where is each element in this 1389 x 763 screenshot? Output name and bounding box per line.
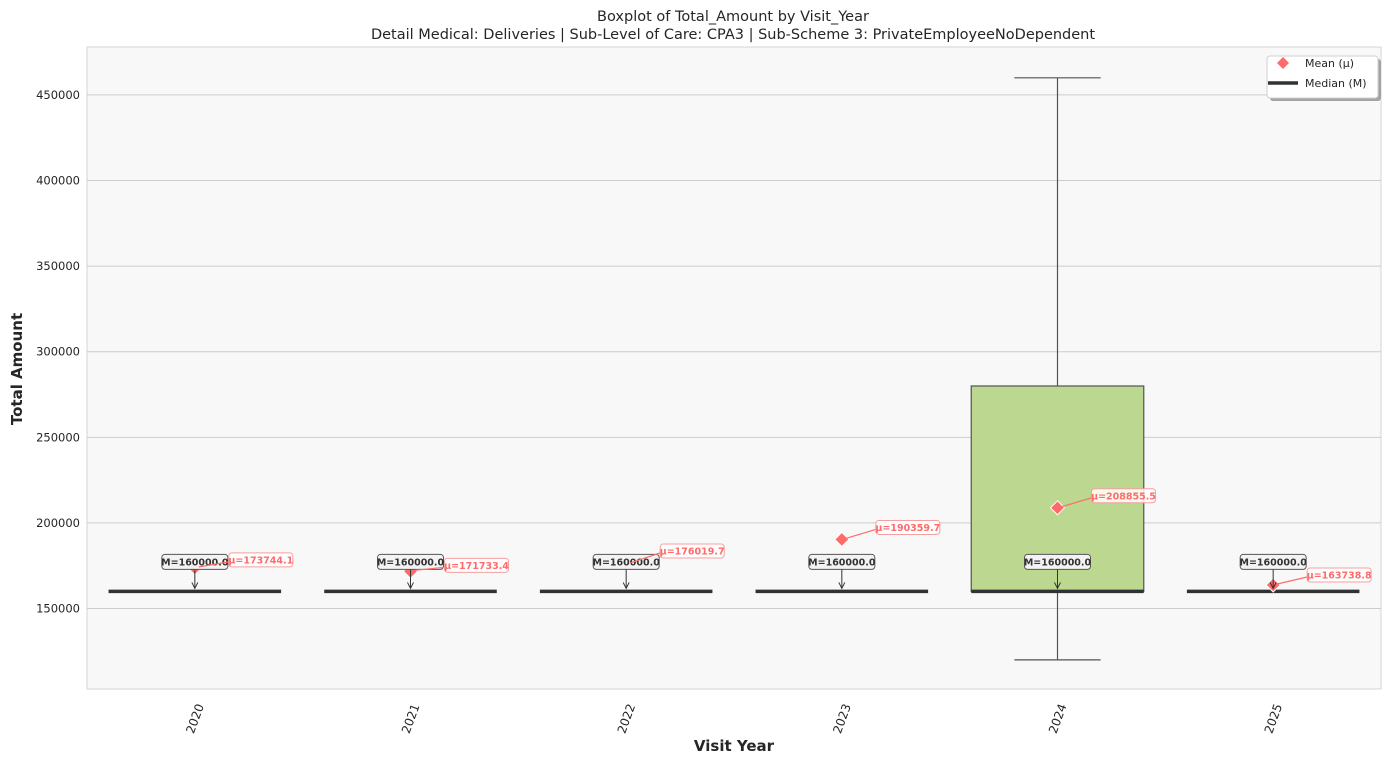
- plot-area: [86, 46, 1382, 690]
- x-tick-label: 2020: [183, 702, 207, 735]
- mean-annotation: μ=171733.4: [414, 557, 509, 573]
- mean-arrow: [1061, 497, 1092, 508]
- mean-annotation: μ=208855.5: [1061, 488, 1156, 508]
- mean-label-box: [228, 552, 294, 568]
- x-tick-label: 2023: [830, 702, 854, 735]
- mean-arrow: [1277, 576, 1308, 585]
- median-annotation: M=160000.0: [1239, 553, 1308, 590]
- y-tick-label: 450000: [36, 88, 80, 102]
- median-arrowhead: [407, 582, 414, 590]
- y-tick-label: 150000: [36, 602, 80, 616]
- mean-annotation: μ=176019.7: [629, 543, 725, 564]
- mean-legend-icon: [1277, 57, 1289, 69]
- median-arrowhead: [622, 582, 630, 590]
- y-tick-label: 200000: [36, 516, 80, 530]
- y-tick-label: 350000: [36, 259, 80, 273]
- y-axis-label: Total Amount: [8, 313, 26, 425]
- median-arrowhead: [838, 582, 846, 590]
- y-tick-label: 250000: [36, 430, 80, 444]
- median-label: M=160000.0: [1024, 557, 1092, 568]
- x-tick-label: 2022: [615, 702, 639, 735]
- legend-label-mean: Mean (μ): [1305, 57, 1354, 70]
- mean-marker: [1049, 500, 1066, 516]
- median-arrowhead: [1269, 582, 1277, 590]
- mean-label: μ=171733.4: [444, 561, 509, 572]
- box-2023: [755, 531, 929, 594]
- x-tick-label: 2025: [1262, 702, 1286, 735]
- x-tick-label: 2024: [1046, 702, 1070, 735]
- median-label: M=160000.0: [808, 557, 876, 568]
- mean-marker: [834, 531, 850, 548]
- mean-label-box: [659, 543, 725, 559]
- y-tick-label: 400000: [36, 174, 80, 188]
- mean-label: μ=176019.7: [660, 546, 725, 557]
- median-annotation: M=160000.0: [808, 553, 876, 590]
- mean-arrow: [629, 552, 661, 564]
- mean-label: μ=163738.8: [1307, 571, 1372, 582]
- median-label-box: [377, 553, 444, 570]
- mean-arrow: [198, 561, 229, 568]
- x-tick-label: 2021: [399, 702, 423, 735]
- median-label: M=160000.0: [161, 557, 229, 568]
- y-tick-label: 300000: [36, 345, 80, 359]
- median-annotation: M=160000.0: [377, 553, 445, 590]
- median-label-box: [808, 553, 876, 570]
- median-label-box: [1239, 553, 1307, 570]
- mean-label-box: [444, 557, 509, 573]
- mean-annotation: μ=163738.8: [1277, 567, 1372, 585]
- mean-label: μ=173744.1: [228, 555, 293, 566]
- median-arrowhead: [191, 582, 199, 590]
- legend-label-median: Median (M): [1305, 77, 1367, 90]
- median-annotation: M=160000.0: [1024, 553, 1092, 590]
- median-label: M=160000.0: [593, 557, 661, 568]
- mean-arrow: [845, 528, 877, 540]
- chart-subtitle: Detail Medical: Deliveries | Sub-Level o…: [371, 27, 1095, 43]
- median-annotation: M=160000.0: [592, 553, 661, 590]
- mean-arrow: [414, 566, 445, 571]
- mean-label-box: [1306, 567, 1372, 583]
- mean-annotation: μ=173744.1: [198, 552, 294, 568]
- chart-title: Boxplot of Total_Amount by Visit_Year: [597, 9, 869, 25]
- median-label-box: [592, 553, 660, 570]
- median-label-box: [1024, 553, 1091, 570]
- legend: Mean (μ) Median (M): [1266, 55, 1381, 101]
- mean-label: μ=190359.7: [875, 523, 940, 534]
- mean-annotation: μ=190359.7: [845, 519, 941, 540]
- x-axis-label: Visit Year: [694, 737, 775, 755]
- median-label: M=160000.0: [1240, 557, 1308, 568]
- median-label: M=160000.0: [377, 557, 445, 568]
- mean-label: μ=208855.5: [1091, 491, 1156, 502]
- mean-label-box: [1091, 488, 1156, 504]
- mean-label-box: [875, 519, 941, 535]
- median-arrowhead: [1054, 582, 1061, 590]
